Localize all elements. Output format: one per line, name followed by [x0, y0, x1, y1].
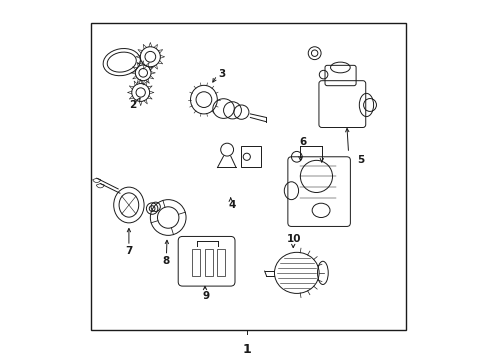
Bar: [218, 249, 225, 276]
Text: 10: 10: [287, 234, 301, 244]
Text: 1: 1: [243, 343, 251, 356]
Text: 5: 5: [358, 155, 365, 165]
Text: 3: 3: [218, 68, 225, 78]
Text: 9: 9: [202, 291, 209, 301]
Bar: [92, 23, 406, 330]
Text: 2: 2: [129, 100, 136, 110]
Bar: [242, 146, 261, 167]
Bar: [193, 249, 200, 276]
Text: 8: 8: [163, 256, 170, 266]
Text: 6: 6: [299, 138, 307, 148]
Text: 7: 7: [125, 247, 133, 256]
Text: 4: 4: [228, 200, 236, 210]
Bar: [205, 249, 213, 276]
